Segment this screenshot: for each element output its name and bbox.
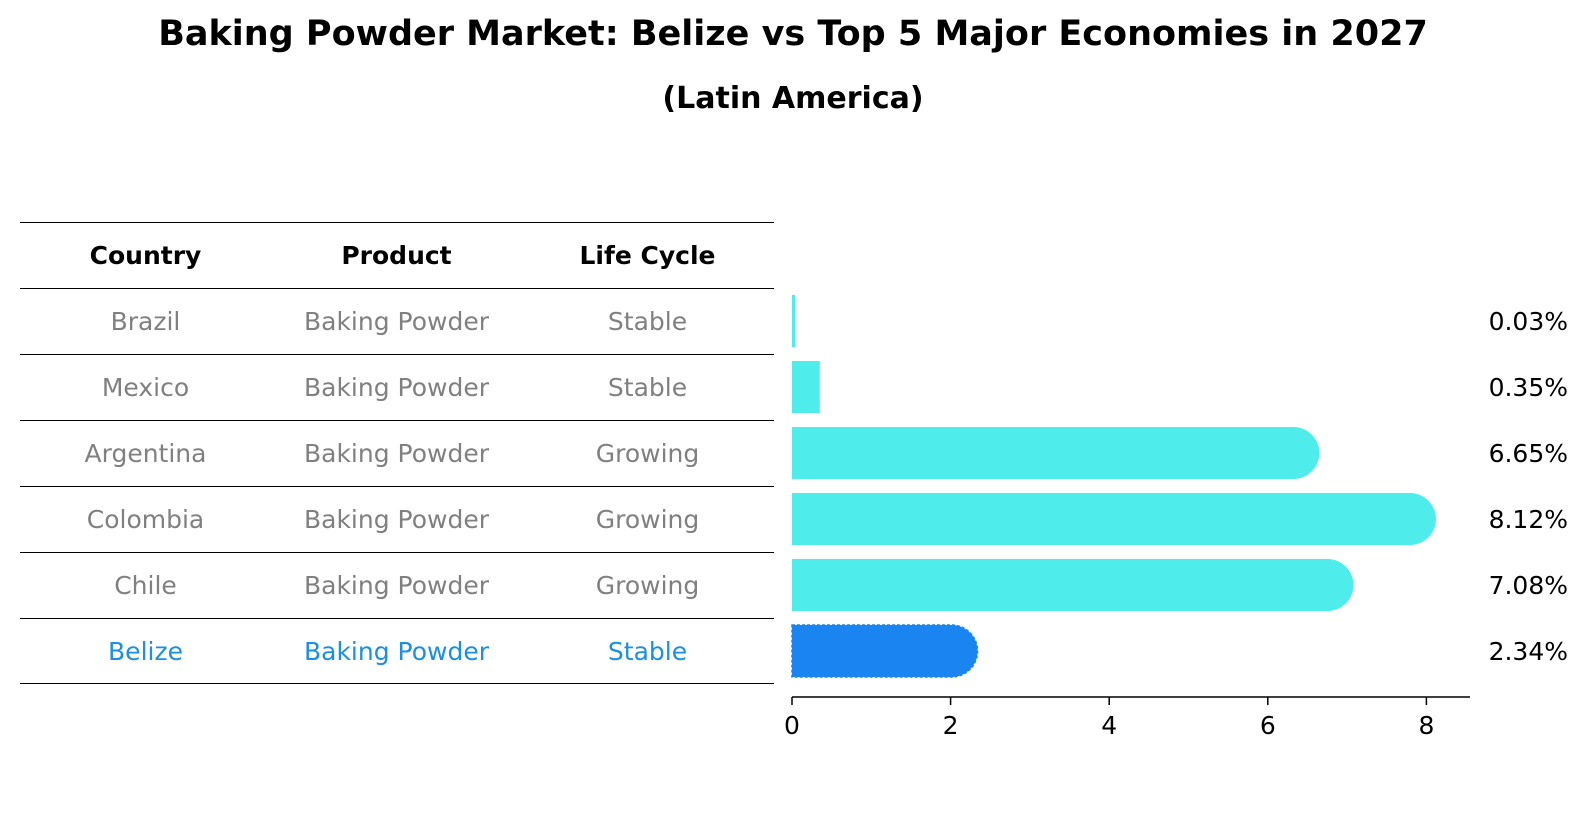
country-cell: Colombia (86, 505, 205, 534)
table-row: Chile Baking Powder Growing (20, 552, 774, 618)
value-label: 8.12% (1489, 505, 1568, 534)
table-row-highlighted: Belize Baking Powder Stable (20, 618, 774, 684)
table-row: Mexico Baking Powder Stable (20, 354, 774, 420)
product-cell: Baking Powder (303, 373, 489, 402)
header-product: Product (341, 241, 452, 270)
product-cell: Baking Powder (303, 505, 489, 534)
header-country: Country (89, 241, 202, 270)
table-row: Argentina Baking Powder Growing (20, 420, 774, 486)
value-label: 0.35% (1489, 373, 1568, 402)
product-cell: Baking Powder (303, 307, 489, 336)
life-cycle-cell: Growing (595, 439, 700, 468)
table-header-row: Country Product Life Cycle (20, 222, 774, 288)
life-cycle-cell: Stable (607, 636, 688, 666)
x-tick-label: 0 (784, 711, 800, 740)
value-label: 7.08% (1489, 571, 1568, 600)
bar-argentina (792, 427, 1320, 479)
x-tick-label: 4 (1101, 711, 1117, 740)
bar-mexico (792, 361, 820, 413)
product-cell: Baking Powder (303, 571, 489, 600)
header-life-cycle: Life Cycle (579, 241, 716, 270)
country-cell: Belize (108, 636, 183, 666)
table-row: Brazil Baking Powder Stable (20, 288, 774, 354)
bar-brazil (792, 295, 795, 347)
bar-chile (792, 559, 1354, 611)
life-cycle-cell: Growing (595, 571, 700, 600)
data-table: Country Product Life Cycle Brazil Baking… (20, 222, 774, 684)
value-label: 0.03% (1489, 307, 1568, 336)
bar-colombia (792, 493, 1436, 545)
x-tick-label: 6 (1260, 711, 1276, 740)
product-cell: Baking Powder (303, 439, 489, 468)
life-cycle-cell: Stable (607, 307, 688, 336)
value-label: 6.65% (1489, 439, 1568, 468)
x-tick-label: 2 (943, 711, 959, 740)
value-label: 2.34% (1489, 637, 1568, 666)
product-cell: Baking Powder (303, 636, 489, 666)
country-cell: Brazil (110, 307, 181, 336)
country-cell: Argentina (84, 439, 207, 468)
table-row: Colombia Baking Powder Growing (20, 486, 774, 552)
chart-subtitle: (Latin America) (662, 81, 924, 116)
chart-title: Baking Powder Market: Belize vs Top 5 Ma… (158, 14, 1428, 54)
x-tick-label: 8 (1418, 711, 1434, 740)
life-cycle-cell: Stable (607, 373, 688, 402)
country-cell: Chile (114, 571, 177, 600)
life-cycle-cell: Growing (595, 505, 700, 534)
country-cell: Mexico (101, 373, 190, 402)
bar-belize (791, 624, 979, 678)
